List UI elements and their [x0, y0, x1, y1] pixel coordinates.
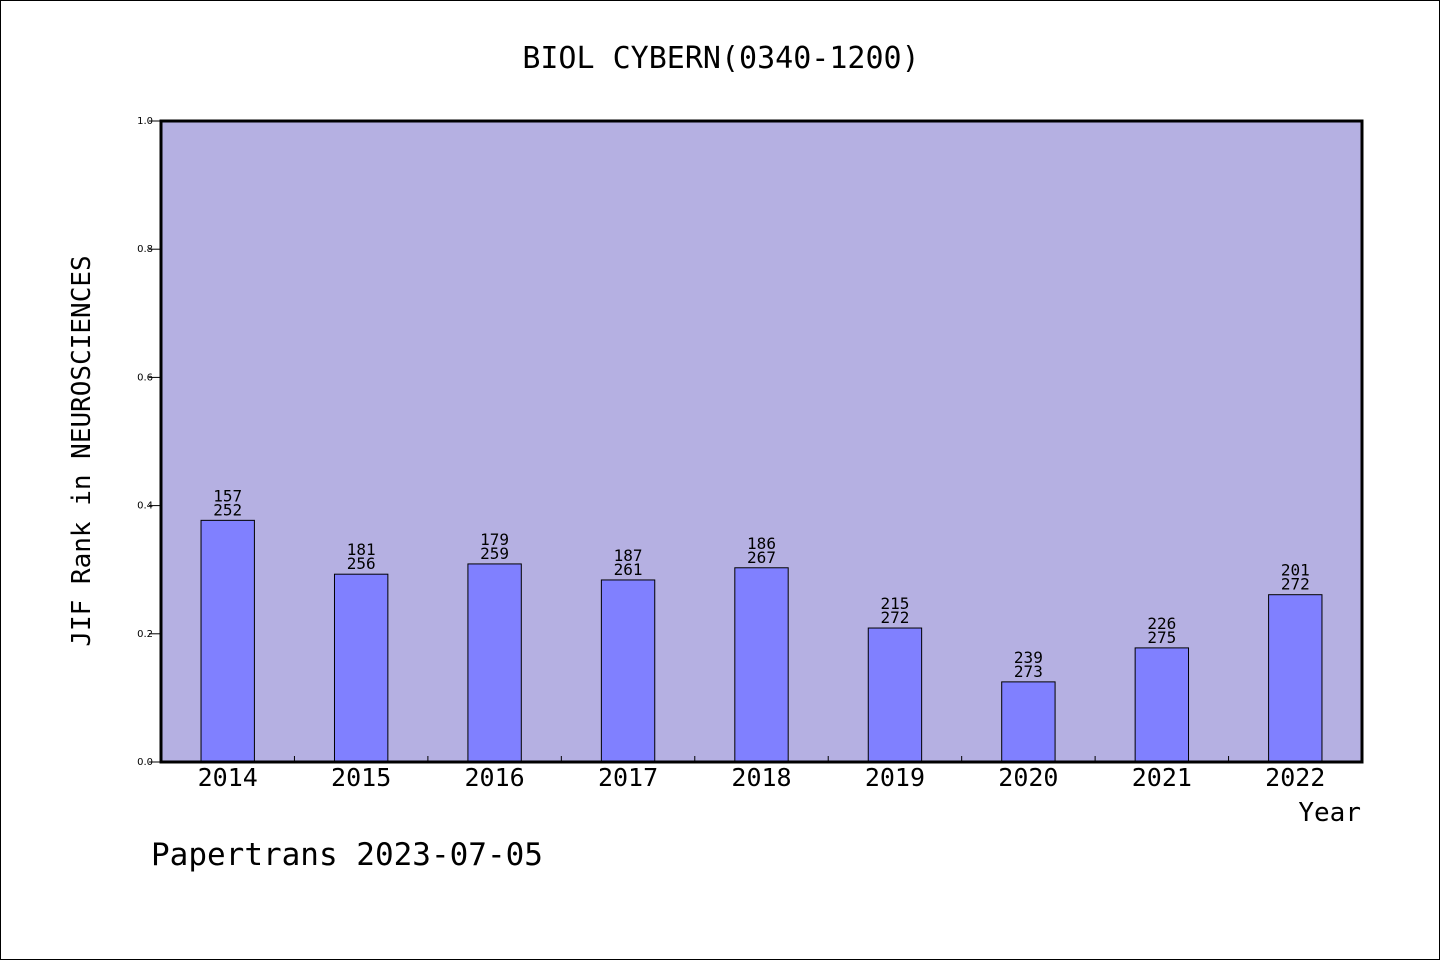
x-tick-label: 2015 [331, 763, 391, 792]
bar-2014 [200, 519, 255, 763]
x-tick-label: 2020 [998, 763, 1058, 792]
bar-rank-label: 226 [1147, 614, 1176, 633]
chart-title: BIOL CYBERN(0340-1200) [522, 41, 919, 76]
x-tick-label: 2021 [1132, 763, 1192, 792]
x-tick-label: 2014 [198, 763, 258, 792]
bar-2022 [1268, 594, 1323, 763]
x-tick-label: 2017 [598, 763, 658, 792]
bar-2018 [734, 567, 789, 763]
bar-rank-label: 179 [480, 530, 509, 549]
bar-2020 [1001, 681, 1056, 763]
x-tick-label: 2019 [865, 763, 925, 792]
bar-total-label: 259 [480, 544, 509, 563]
y-tick-label: 1.0 [137, 116, 153, 127]
bar-rank-label: 215 [880, 594, 909, 613]
y-tick-label: 0.4 [137, 501, 153, 512]
x-axis: 2014 2015 2016 2017 2018 2019 2020 2021 2022 [198, 756, 1325, 792]
bar-rank-label: 239 [1014, 648, 1043, 667]
bar-total-label: 261 [614, 560, 643, 579]
bar-rank-label: 181 [347, 540, 376, 559]
bar-2017 [600, 579, 656, 763]
bar-2019 [867, 627, 923, 763]
bar-total-label: 267 [747, 548, 776, 567]
bar-rank-label: 187 [614, 546, 643, 565]
bar-total-label: 275 [1147, 628, 1176, 647]
bar-2021 [1134, 647, 1190, 763]
x-axis-label: Year [1298, 798, 1361, 828]
bar-total-label: 273 [1014, 662, 1043, 681]
bar-rank-label: 186 [747, 534, 776, 553]
y-tick-label: 0.8 [137, 244, 153, 255]
bar-total-label: 272 [880, 608, 909, 627]
bar-rank-label: 157 [213, 486, 242, 505]
y-tick-label: 0.2 [137, 629, 153, 640]
y-tick-label: 0.6 [137, 372, 153, 383]
bar-total-label: 252 [213, 500, 242, 519]
x-tick-label: 2018 [731, 763, 791, 792]
bar-2015 [333, 573, 389, 763]
bar-rank-label: 201 [1281, 561, 1310, 580]
footer-watermark: Papertrans 2023-07-05 [151, 837, 543, 873]
y-axis-label: JIF Rank in NEUROSCIENCES [67, 255, 97, 646]
x-tick-label: 2022 [1265, 763, 1325, 792]
y-tick-label: 0.0 [137, 757, 153, 768]
x-tick-label: 2016 [465, 763, 525, 792]
bars-group [200, 519, 1323, 763]
bar-total-label: 256 [347, 554, 376, 573]
y-axis: 0.0 0.2 0.4 0.6 0.8 1.0 [137, 116, 161, 768]
plot-border [159, 119, 1364, 764]
bar-2016 [467, 563, 522, 763]
bar-total-label: 272 [1281, 575, 1310, 594]
